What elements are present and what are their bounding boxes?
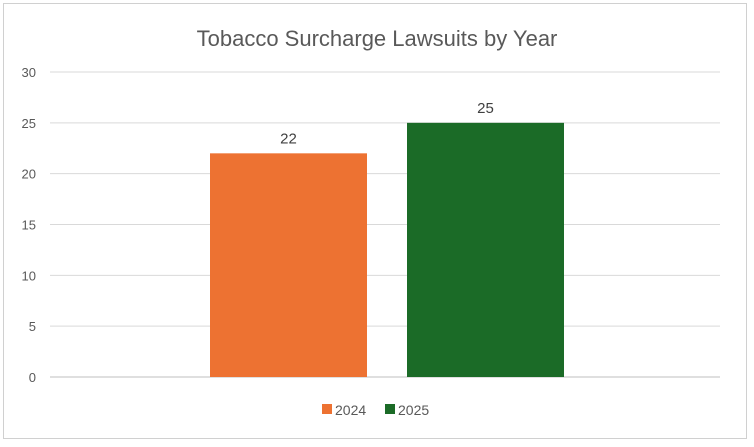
legend-swatch: [385, 404, 395, 414]
y-tick-label: 15: [22, 218, 36, 233]
y-tick-label: 5: [29, 319, 36, 334]
y-tick-label: 30: [22, 65, 36, 80]
y-tick-label: 25: [22, 116, 36, 131]
y-tick-label: 10: [22, 268, 36, 283]
bar-2024: [210, 153, 367, 377]
y-tick-label: 20: [22, 167, 36, 182]
data-label: 25: [477, 100, 494, 117]
legend-label: 2025: [398, 402, 429, 418]
legend-label: 2024: [335, 402, 366, 418]
y-tick-label: 0: [29, 370, 36, 385]
chart-title: Tobacco Surcharge Lawsuits by Year: [197, 26, 558, 51]
bar-2025: [407, 122, 564, 377]
data-label: 22: [280, 130, 297, 147]
legend-swatch: [322, 404, 332, 414]
chart-frame: [3, 3, 747, 439]
